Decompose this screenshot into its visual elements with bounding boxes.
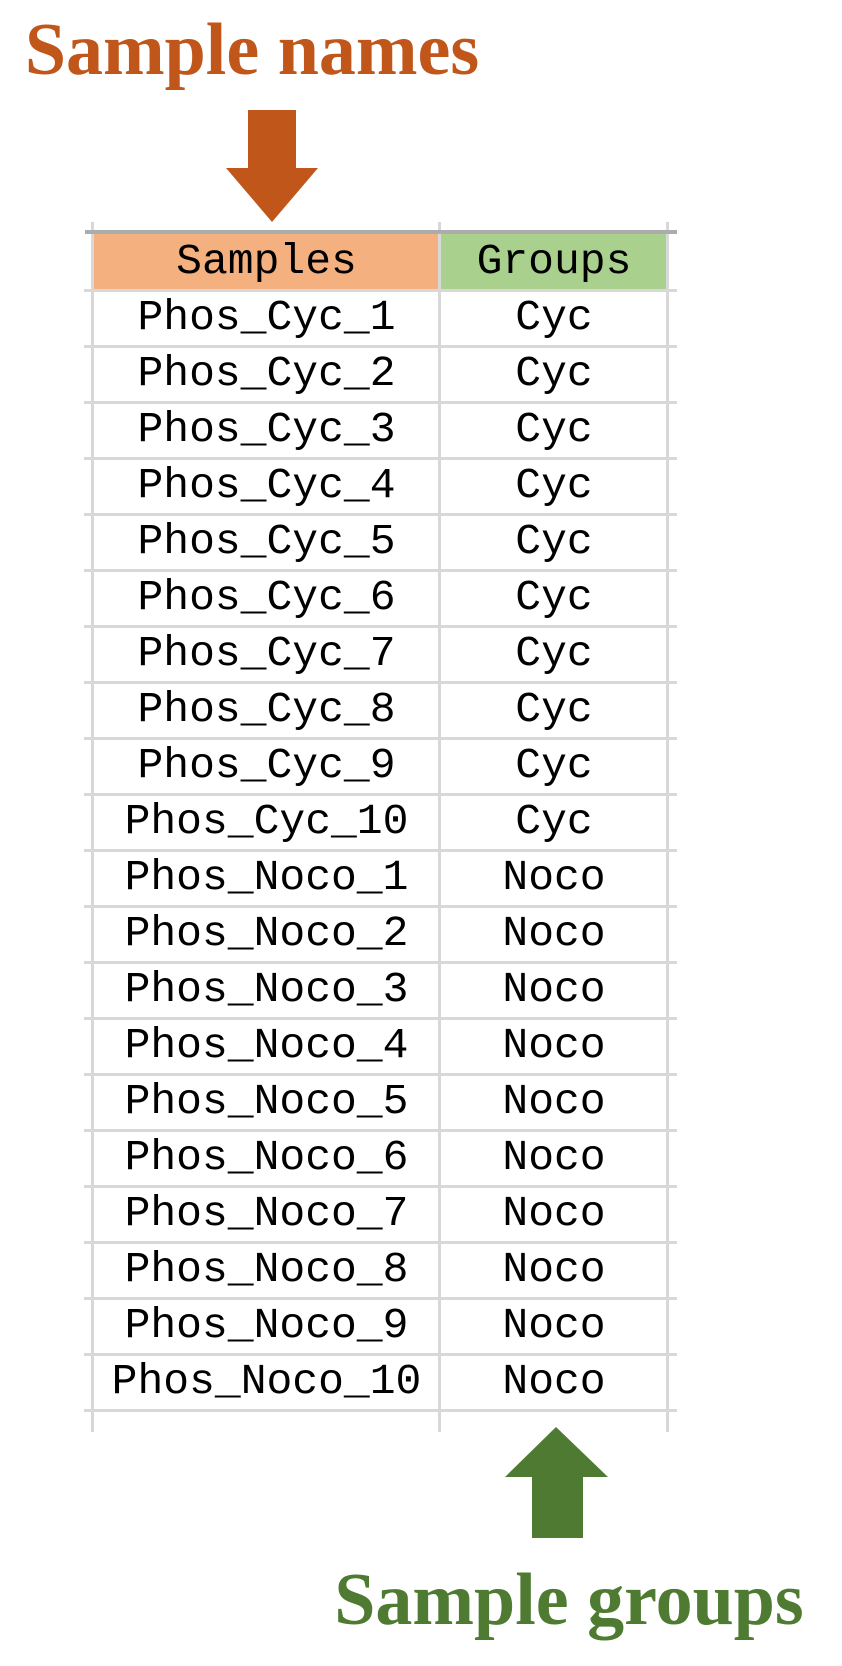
group-cell[interactable]: Noco: [502, 909, 606, 958]
sample-cell[interactable]: Phos_Cyc_10: [124, 797, 409, 846]
sample-cell[interactable]: Phos_Noco_2: [124, 909, 409, 958]
table-row: Phos_Cyc_1 Cyc: [0, 290, 842, 346]
group-cell[interactable]: Noco: [502, 1301, 606, 1350]
gridline-horizontal: [84, 569, 677, 572]
gridline-horizontal: [84, 289, 677, 292]
table-row: Phos_Cyc_3 Cyc: [0, 402, 842, 458]
group-cell[interactable]: Cyc: [515, 461, 593, 510]
table-row: Phos_Noco_2 Noco: [0, 906, 842, 962]
table-row: Phos_Noco_9 Noco: [0, 1298, 842, 1354]
group-cell[interactable]: Noco: [502, 1077, 606, 1126]
sample-cell[interactable]: Phos_Noco_10: [111, 1357, 422, 1406]
gridline-vertical-right: [666, 222, 669, 1432]
gridline-vertical-middle: [438, 222, 441, 1432]
table-row: Phos_Noco_6 Noco: [0, 1130, 842, 1186]
sample-cell[interactable]: Phos_Noco_9: [124, 1301, 409, 1350]
sample-cell[interactable]: Phos_Cyc_5: [137, 517, 396, 566]
gridline-horizontal: [84, 737, 677, 740]
sample-cell[interactable]: Phos_Cyc_4: [137, 461, 396, 510]
table-row: Phos_Noco_8 Noco: [0, 1242, 842, 1298]
gridline-horizontal: [84, 1297, 677, 1300]
gridline-horizontal: [84, 1185, 677, 1188]
sample-cell[interactable]: Phos_Noco_8: [124, 1245, 409, 1294]
sample-cell[interactable]: Phos_Cyc_6: [137, 573, 396, 622]
sample-names-annotation: Sample names: [24, 8, 480, 91]
down-arrow-icon: [226, 110, 318, 222]
column-header-groups[interactable]: Groups: [476, 237, 632, 286]
gridline-horizontal: [84, 681, 677, 684]
gridline-horizontal: [84, 793, 677, 796]
gridline-horizontal: [84, 905, 677, 908]
gridline-horizontal: [84, 1073, 677, 1076]
gridline-horizontal: [84, 1129, 677, 1132]
group-cell[interactable]: Cyc: [515, 573, 593, 622]
group-cell[interactable]: Cyc: [515, 741, 593, 790]
table-row: Phos_Cyc_5 Cyc: [0, 514, 842, 570]
sample-cell[interactable]: Phos_Cyc_1: [137, 293, 396, 342]
table-row: Phos_Noco_3 Noco: [0, 962, 842, 1018]
group-cell[interactable]: Noco: [502, 1245, 606, 1294]
sample-cell[interactable]: Phos_Cyc_7: [137, 629, 396, 678]
sample-cell[interactable]: Phos_Cyc_2: [137, 349, 396, 398]
sample-cell[interactable]: Phos_Noco_6: [124, 1133, 409, 1182]
gridline-horizontal: [84, 513, 677, 516]
group-cell[interactable]: Cyc: [515, 629, 593, 678]
gridline-vertical-left: [91, 222, 94, 1432]
group-cell[interactable]: Cyc: [515, 405, 593, 454]
sample-cell[interactable]: Phos_Cyc_9: [137, 741, 396, 790]
table-top-border: [85, 230, 677, 234]
table-row: Phos_Noco_10 Noco: [0, 1354, 842, 1410]
sample-cell[interactable]: Phos_Cyc_3: [137, 405, 396, 454]
gridline-horizontal: [84, 1241, 677, 1244]
group-cell[interactable]: Noco: [502, 853, 606, 902]
group-cell[interactable]: Noco: [502, 1357, 606, 1406]
sample-cell[interactable]: Phos_Cyc_8: [137, 685, 396, 734]
table-row: Phos_Cyc_4 Cyc: [0, 458, 842, 514]
table-row: Phos_Cyc_9 Cyc: [0, 738, 842, 794]
gridline-horizontal: [84, 849, 677, 852]
gridline-horizontal: [84, 1409, 677, 1412]
sample-cell[interactable]: Phos_Noco_5: [124, 1077, 409, 1126]
groups-header-fill: [440, 234, 668, 290]
group-cell[interactable]: Cyc: [515, 685, 593, 734]
group-cell[interactable]: Cyc: [515, 797, 593, 846]
group-cell[interactable]: Noco: [502, 1021, 606, 1070]
table-row: Phos_Cyc_7 Cyc: [0, 626, 842, 682]
table-row: Phos_Cyc_6 Cyc: [0, 570, 842, 626]
gridline-horizontal: [84, 457, 677, 460]
sample-cell[interactable]: Phos_Noco_3: [124, 965, 409, 1014]
table-row: Phos_Noco_1 Noco: [0, 850, 842, 906]
gridline-horizontal: [84, 1353, 677, 1356]
samples-header-fill: [93, 234, 440, 290]
table-row: Phos_Cyc_2 Cyc: [0, 346, 842, 402]
sample-cell[interactable]: Phos_Noco_7: [124, 1189, 409, 1238]
group-cell[interactable]: Noco: [502, 965, 606, 1014]
gridline-horizontal: [84, 401, 677, 404]
table-row: Phos_Cyc_8 Cyc: [0, 682, 842, 738]
table-row: Phos_Cyc_10 Cyc: [0, 794, 842, 850]
gridline-horizontal: [84, 1017, 677, 1020]
table-row: Phos_Noco_5 Noco: [0, 1074, 842, 1130]
gridline-horizontal: [84, 961, 677, 964]
sample-cell[interactable]: Phos_Noco_4: [124, 1021, 409, 1070]
table-row: Phos_Noco_7 Noco: [0, 1186, 842, 1242]
gridline-horizontal: [84, 625, 677, 628]
up-arrow-icon: [505, 1427, 608, 1538]
group-cell[interactable]: Noco: [502, 1133, 606, 1182]
group-cell[interactable]: Noco: [502, 1189, 606, 1238]
table-row: Phos_Noco_4 Noco: [0, 1018, 842, 1074]
gridline-horizontal: [84, 345, 677, 348]
sample-cell[interactable]: Phos_Noco_1: [124, 853, 409, 902]
column-header-samples[interactable]: Samples: [176, 237, 357, 286]
group-cell[interactable]: Cyc: [515, 517, 593, 566]
group-cell[interactable]: Cyc: [515, 293, 593, 342]
sample-groups-annotation: Sample groups: [334, 1558, 804, 1641]
group-cell[interactable]: Cyc: [515, 349, 593, 398]
